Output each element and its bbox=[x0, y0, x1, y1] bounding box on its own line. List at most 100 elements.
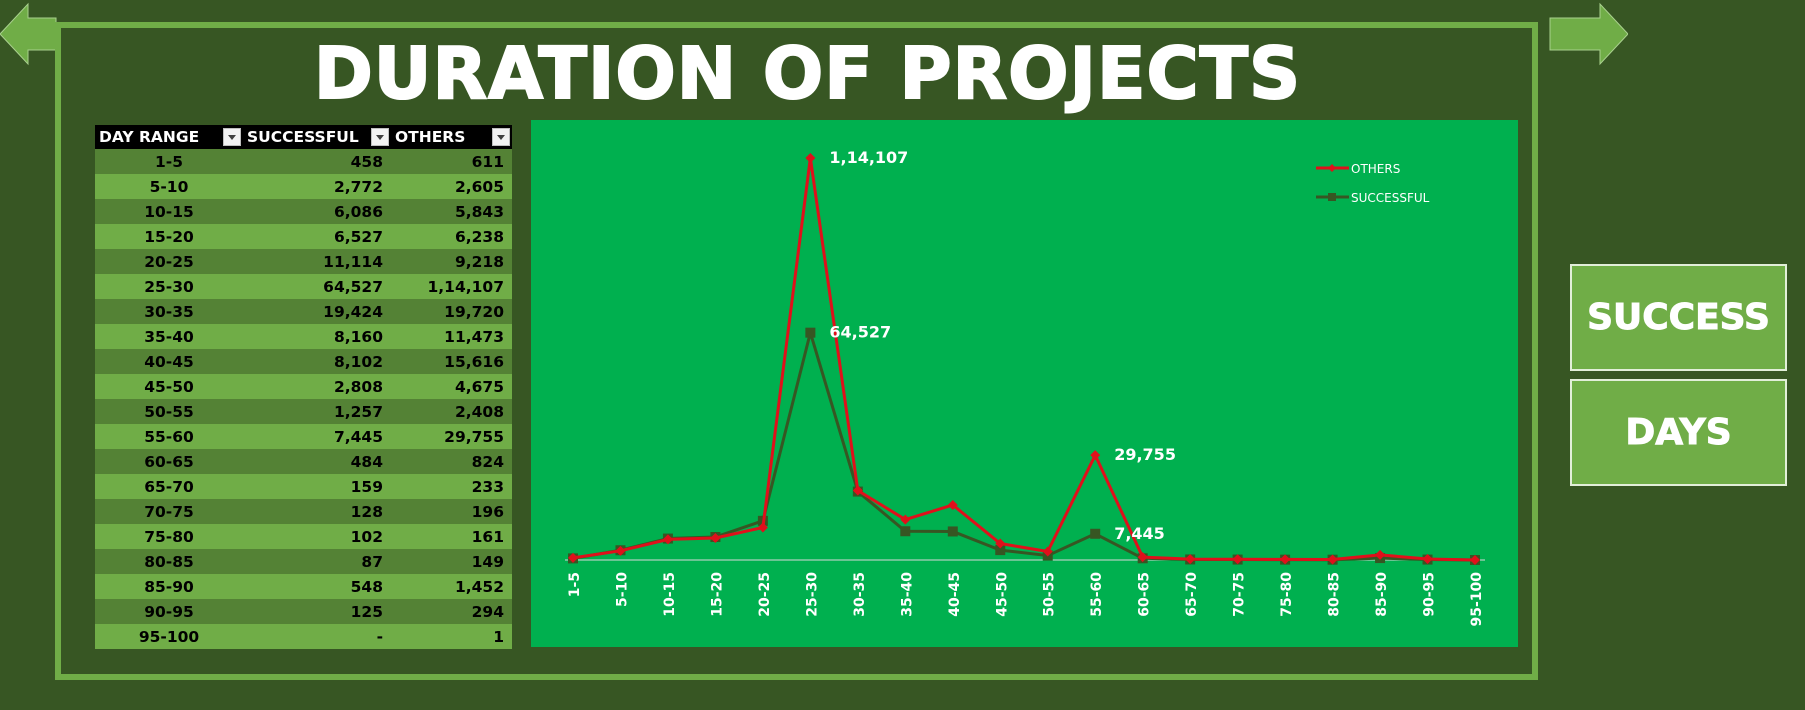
cell-successful: 128 bbox=[243, 499, 391, 524]
cell-successful: 2,808 bbox=[243, 374, 391, 399]
x-tick-label: 95-100 bbox=[1469, 572, 1485, 627]
table-row: 75-80 102 161 bbox=[95, 524, 512, 549]
data-point-others bbox=[1232, 554, 1243, 565]
table-row: 1-5 458 611 bbox=[95, 149, 512, 174]
days-button[interactable]: DAYS bbox=[1570, 379, 1787, 486]
cell-day-range: 45-50 bbox=[95, 374, 243, 399]
cell-day-range: 75-80 bbox=[95, 524, 243, 549]
data-point-others bbox=[900, 514, 911, 525]
series-line-successful bbox=[572, 331, 1476, 562]
x-tick-label: 60-65 bbox=[1137, 572, 1153, 617]
cell-others: 19,720 bbox=[391, 299, 512, 324]
cell-successful: 6,086 bbox=[243, 199, 391, 224]
x-tick-label: 70-75 bbox=[1232, 572, 1248, 617]
cell-others: 29,755 bbox=[391, 424, 512, 449]
cell-others: 11,473 bbox=[391, 324, 512, 349]
cell-successful: 1,257 bbox=[243, 399, 391, 424]
data-point-successful bbox=[947, 526, 958, 537]
data-label: 1,14,107 bbox=[829, 148, 908, 167]
x-tick-label: 75-80 bbox=[1279, 572, 1295, 617]
line-chart: 1-5 5-10 10-15 15-20 20-25 25-30 30-35 35-40 40-… bbox=[531, 120, 1518, 647]
cell-others: 196 bbox=[391, 499, 512, 524]
cell-successful: 6,527 bbox=[243, 224, 391, 249]
data-point-successful bbox=[805, 327, 816, 338]
cell-successful: 19,424 bbox=[243, 299, 391, 324]
data-point-others bbox=[1090, 450, 1101, 461]
data-point-others bbox=[1470, 554, 1480, 565]
data-point-others bbox=[568, 552, 578, 563]
cell-successful: 484 bbox=[243, 449, 391, 474]
table-row: 65-70 159 233 bbox=[95, 474, 512, 499]
header-successful: SUCCESSFUL bbox=[243, 125, 391, 149]
cell-others: 6,238 bbox=[391, 224, 512, 249]
legend-marker bbox=[1328, 193, 1336, 201]
table-row: 35-40 8,160 11,473 bbox=[95, 324, 512, 349]
cell-day-range: 65-70 bbox=[95, 474, 243, 499]
data-point-others bbox=[1422, 553, 1433, 564]
data-point-others bbox=[1185, 554, 1196, 565]
data-point-others bbox=[1137, 552, 1148, 563]
series-line-others bbox=[572, 156, 1476, 562]
data-point-others bbox=[1042, 546, 1053, 557]
cell-others: 824 bbox=[391, 449, 512, 474]
cell-others: 2,408 bbox=[391, 399, 512, 424]
table-row: 85-90 548 1,452 bbox=[95, 574, 512, 599]
data-label: 7,445 bbox=[1114, 524, 1165, 543]
table-row: 5-10 2,772 2,605 bbox=[95, 174, 512, 199]
table-row: 10-15 6,086 5,843 bbox=[95, 199, 512, 224]
x-tick-label: 35-40 bbox=[899, 572, 915, 617]
filter-dropdown-icon[interactable] bbox=[371, 128, 389, 146]
cell-others: 4,675 bbox=[391, 374, 512, 399]
cell-day-range: 50-55 bbox=[95, 399, 243, 424]
filter-dropdown-icon[interactable] bbox=[492, 128, 510, 146]
data-point-others bbox=[995, 538, 1006, 549]
legend-entry: OTHERS bbox=[1351, 162, 1400, 176]
data-label: 29,755 bbox=[1114, 445, 1176, 464]
cell-day-range: 80-85 bbox=[95, 549, 243, 574]
cell-day-range: 95-100 bbox=[95, 624, 243, 649]
filter-dropdown-icon[interactable] bbox=[223, 128, 241, 146]
cell-day-range: 30-35 bbox=[95, 299, 243, 324]
table-row: 45-50 2,808 4,675 bbox=[95, 374, 512, 399]
success-button[interactable]: SUCCESS bbox=[1570, 264, 1787, 371]
x-tick-label: 15-20 bbox=[709, 572, 725, 617]
data-point-others bbox=[1327, 554, 1338, 565]
x-tick-label: 1-5 bbox=[567, 572, 583, 597]
x-tick-label: 45-50 bbox=[994, 572, 1010, 617]
table-row: 40-45 8,102 15,616 bbox=[95, 349, 512, 374]
x-tick-label: 85-90 bbox=[1374, 572, 1390, 617]
day-range-table: DAY RANGE SUCCESSFUL OTHERS 1-5 458 611 5-1… bbox=[95, 125, 512, 649]
table-row: 80-85 87 149 bbox=[95, 549, 512, 574]
cell-successful: 64,527 bbox=[243, 274, 391, 299]
dashboard-frame bbox=[55, 22, 1538, 680]
data-point-others bbox=[710, 533, 721, 544]
cell-day-range: 15-20 bbox=[95, 224, 243, 249]
cell-successful: 159 bbox=[243, 474, 391, 499]
chart-svg: 1-5 5-10 10-15 15-20 20-25 25-30 30-35 35-40 40-… bbox=[565, 148, 1485, 627]
cell-day-range: 55-60 bbox=[95, 424, 243, 449]
cell-day-range: 85-90 bbox=[95, 574, 243, 599]
forward-arrow-icon[interactable] bbox=[1548, 2, 1628, 66]
data-point-others bbox=[852, 485, 863, 496]
x-tick-label: 5-10 bbox=[614, 572, 630, 607]
data-point-others bbox=[662, 534, 673, 545]
cell-others: 161 bbox=[391, 524, 512, 549]
cell-others: 2,605 bbox=[391, 174, 512, 199]
cell-successful: - bbox=[243, 624, 391, 649]
data-point-others bbox=[947, 499, 958, 510]
cell-day-range: 20-25 bbox=[95, 249, 243, 274]
table-row: 20-25 11,114 9,218 bbox=[95, 249, 512, 274]
cell-successful: 102 bbox=[243, 524, 391, 549]
table-header-row: DAY RANGE SUCCESSFUL OTHERS bbox=[95, 125, 512, 149]
x-tick-label: 40-45 bbox=[947, 572, 963, 617]
cell-successful: 7,445 bbox=[243, 424, 391, 449]
cell-successful: 2,772 bbox=[243, 174, 391, 199]
data-point-others bbox=[757, 522, 768, 533]
data-point-others bbox=[1375, 549, 1386, 560]
table-row: 25-30 64,527 1,14,107 bbox=[95, 274, 512, 299]
cell-day-range: 35-40 bbox=[95, 324, 243, 349]
cell-others: 5,843 bbox=[391, 199, 512, 224]
cell-day-range: 40-45 bbox=[95, 349, 243, 374]
cell-day-range: 60-65 bbox=[95, 449, 243, 474]
x-tick-label: 80-85 bbox=[1327, 572, 1343, 617]
